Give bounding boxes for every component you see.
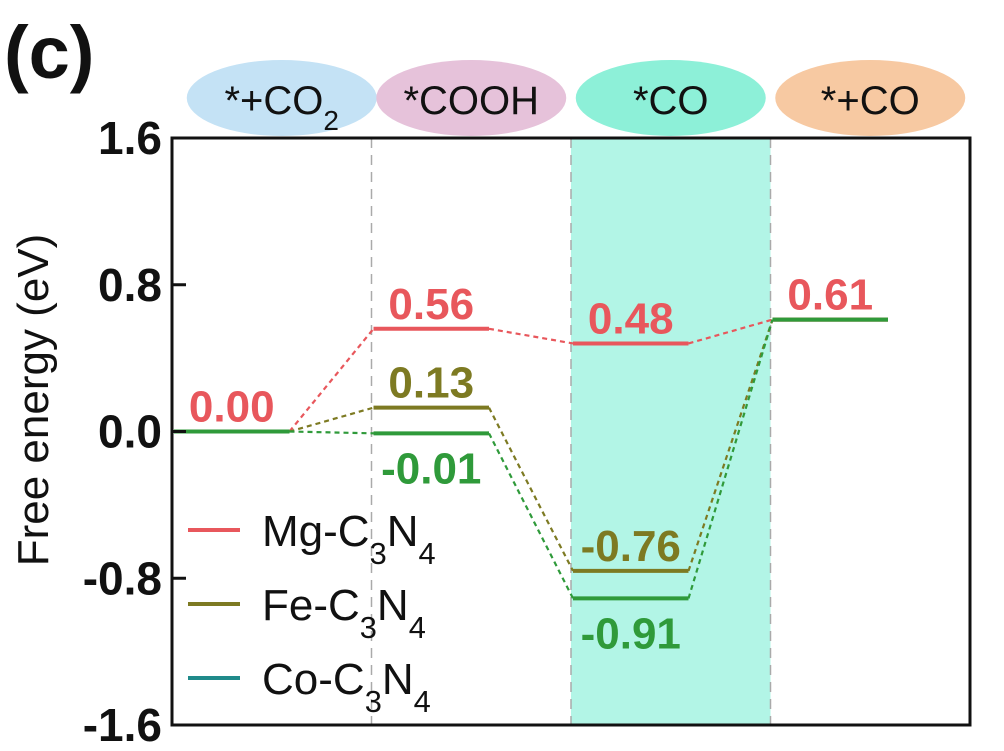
step-bubble-shape bbox=[376, 60, 567, 136]
connector-line bbox=[488, 407, 574, 572]
y-tick-label: -1.6 bbox=[83, 699, 162, 751]
step-dividers bbox=[370, 138, 772, 725]
connector-line bbox=[488, 432, 574, 599]
value-label: 0.00 bbox=[189, 383, 275, 432]
y-tick-label: 0.8 bbox=[98, 259, 162, 311]
value-label: 0.48 bbox=[588, 294, 674, 343]
value-label: 0.61 bbox=[787, 271, 873, 320]
legend-item: Mg-C3N4 bbox=[188, 507, 436, 571]
step-bubble-shape bbox=[186, 60, 377, 136]
connector-line bbox=[687, 319, 774, 599]
connector-line bbox=[289, 430, 374, 435]
legend-item: Co-C3N4 bbox=[188, 655, 431, 719]
value-label: -0.01 bbox=[381, 444, 481, 493]
connector-line bbox=[488, 327, 574, 345]
value-label: -0.91 bbox=[581, 609, 681, 658]
step-label: *+CO2 bbox=[224, 79, 339, 136]
y-tick-label: -0.8 bbox=[83, 552, 162, 604]
step-bubbles: *+CO2 *COOH *CO *+CO bbox=[186, 60, 966, 136]
step-bubble-shape bbox=[775, 60, 966, 136]
y-axis: 1.6 0.8 0.0 -0.8 -1.6 bbox=[83, 112, 186, 751]
connector-line bbox=[688, 318, 773, 345]
co-step-highlight-band bbox=[571, 138, 771, 725]
value-label: 0.13 bbox=[388, 359, 474, 408]
y-tick-label: 0.0 bbox=[98, 406, 162, 458]
step-label: *+CO bbox=[821, 79, 920, 123]
step-label: *COOH bbox=[403, 79, 539, 123]
y-axis-label: Free energy (eV) bbox=[9, 234, 58, 567]
connector-line bbox=[288, 328, 375, 433]
legend-label: Mg-C3N4 bbox=[262, 507, 436, 571]
value-labels: 0.00 0.56 0.48 0.61 0.13 -0.76 -0.01 -0.91 bbox=[189, 271, 873, 659]
legend: Mg-C3N4 Fe-C3N4 Co-C3N4 bbox=[188, 507, 436, 719]
legend-label: Fe-C3N4 bbox=[262, 581, 426, 645]
connector-line bbox=[289, 406, 374, 433]
value-label: -0.76 bbox=[581, 522, 681, 571]
step-label: *CO bbox=[633, 79, 709, 123]
step-bubble: *COOH bbox=[376, 60, 567, 136]
y-tick-label: 1.6 bbox=[98, 112, 162, 164]
step-bubble-shape bbox=[575, 60, 766, 136]
panel-label: (c) bbox=[4, 11, 94, 94]
step-bubble: *CO bbox=[575, 60, 766, 136]
step-bubble: *+CO bbox=[775, 60, 966, 136]
value-label: 0.56 bbox=[388, 280, 474, 329]
step-bubble: *+CO2 bbox=[186, 60, 377, 136]
connector-lines bbox=[288, 318, 774, 599]
legend-label: Co-C3N4 bbox=[262, 655, 431, 719]
legend-item: Fe-C3N4 bbox=[188, 581, 426, 645]
connector-line bbox=[687, 319, 774, 572]
energy-levels bbox=[174, 317, 888, 601]
